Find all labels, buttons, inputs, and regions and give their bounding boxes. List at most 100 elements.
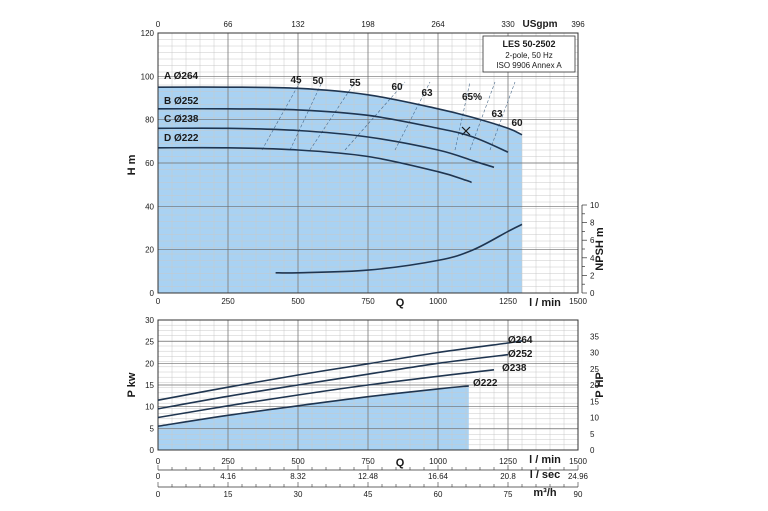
head-curve — [157, 146, 472, 184]
head-curve-label: A Ø264 — [164, 71, 199, 82]
y-tick-label: 40 — [145, 202, 154, 211]
chart-title: LES 50-2502 — [502, 39, 555, 49]
power-y-tick-label: 10 — [145, 403, 154, 412]
npsh-tick-label: 0 — [590, 289, 595, 298]
power-operating-area — [158, 385, 469, 450]
lsec-tick-label: 16.64 — [428, 472, 449, 481]
efficiency-label: 63 — [421, 88, 433, 99]
head-curve-label: B Ø252 — [164, 96, 199, 107]
chart-standard: ISO 9906 Annex A — [496, 61, 562, 70]
power-x-tick-label: 0 — [156, 457, 161, 466]
head-curve — [157, 86, 523, 136]
power-x-unit-label: l / min — [529, 454, 561, 466]
efficiency-iso-line — [454, 81, 471, 151]
power-y-tick-label: 20 — [145, 359, 154, 368]
power-hp-tick-label: 5 — [590, 430, 595, 439]
efficiency-label: 63 — [491, 109, 503, 120]
efficiency-iso-line — [289, 81, 323, 151]
y-tick-label: 80 — [145, 116, 154, 125]
power-x-tick-label: 500 — [291, 457, 305, 466]
efficiency-iso-line — [394, 81, 431, 151]
hp-axis-label: P HP — [594, 372, 606, 397]
m3h-tick-label: 90 — [574, 490, 583, 499]
power-curve — [157, 353, 509, 410]
efficiency-label: 60 — [511, 118, 523, 129]
power-y-tick-label: 5 — [150, 424, 155, 433]
x-top-tick-label: 264 — [431, 20, 445, 29]
m3h-tick-label: 30 — [294, 490, 303, 499]
npsh-tick-label: 2 — [590, 271, 595, 280]
x-tick-label: 750 — [361, 297, 375, 306]
power-y-tick-label: 0 — [150, 446, 155, 455]
head-curve — [157, 127, 495, 169]
m3h-tick-label: 15 — [224, 490, 233, 499]
power-curve — [157, 340, 523, 401]
y-tick-label: 20 — [145, 246, 154, 255]
npsh-tick-label: 8 — [590, 219, 595, 228]
lsec-tick-label: 12.48 — [358, 472, 379, 481]
power-x-tick-label: 250 — [221, 457, 235, 466]
power-curve-label: Ø222 — [473, 378, 498, 389]
y-tick-label: 100 — [141, 72, 155, 81]
m3h-tick-label: 75 — [504, 490, 513, 499]
power-hp-tick-label: 30 — [590, 349, 599, 358]
lsec-tick-label: 20.8 — [500, 472, 516, 481]
x-top-tick-label: 330 — [501, 20, 515, 29]
x-tick-label: 500 — [291, 297, 305, 306]
efficiency-label: 55 — [349, 78, 361, 89]
lsec-tick-label: 4.16 — [220, 472, 236, 481]
power-x-tick-label: 1000 — [429, 457, 447, 466]
x-top-tick-label: 66 — [224, 20, 233, 29]
power-hp-tick-label: 0 — [590, 446, 595, 455]
y-tick-label: 0 — [150, 289, 155, 298]
power-plot-frame — [157, 319, 579, 451]
power-x-axis-label: Q — [396, 457, 405, 469]
npsh-tick-label: 4 — [590, 254, 595, 263]
m3h-tick-label: 0 — [156, 490, 161, 499]
x-top-tick-label: 396 — [571, 20, 585, 29]
y-tick-label: 120 — [141, 29, 155, 38]
power-y-tick-label: 30 — [145, 316, 154, 325]
lsec-tick-label: 24.96 — [568, 472, 589, 481]
power-curve-label: Ø238 — [502, 363, 527, 374]
lsec-unit-label: l / sec — [530, 469, 561, 481]
m3h-tick-label: 45 — [364, 490, 373, 499]
head-curve — [157, 107, 509, 153]
power-hp-tick-label: 20 — [590, 381, 599, 390]
power-curve — [157, 369, 495, 419]
efficiency-iso-line — [261, 81, 301, 151]
efficiency-iso-line — [489, 81, 516, 151]
x-axis-label: Q — [396, 297, 405, 309]
x-top-tick-label: 0 — [156, 20, 161, 29]
npsh-axis-label: NPSH m — [594, 227, 606, 271]
m3h-unit-label: m³/h — [533, 487, 557, 499]
power-curve-label: Ø264 — [508, 335, 533, 346]
npsh-curve — [275, 223, 523, 274]
npsh-tick-label: 6 — [590, 236, 595, 245]
power-y-tick-label: 25 — [145, 338, 154, 347]
x-tick-label: 1250 — [499, 297, 517, 306]
head-curve-label: C Ø238 — [164, 114, 199, 125]
efficiency-label: 65% — [462, 92, 482, 103]
lsec-tick-label: 8.32 — [290, 472, 306, 481]
power-hp-tick-label: 35 — [590, 332, 599, 341]
x-tick-label: 0 — [156, 297, 161, 306]
x-unit-label: l / min — [529, 297, 561, 309]
chart-subtitle: 2-pole, 50 Hz — [505, 51, 553, 60]
efficiency-iso-line — [469, 81, 496, 151]
usgpm-unit-label: USgpm — [523, 19, 558, 30]
head-curve-label: D Ø222 — [164, 133, 199, 144]
title-box-frame — [482, 35, 576, 73]
m3h-tick-label: 60 — [434, 490, 443, 499]
lsec-tick-label: 0 — [156, 472, 161, 481]
power-hp-tick-label: 10 — [590, 414, 599, 423]
efficiency-label: 50 — [312, 76, 324, 87]
power-x-tick-label: 1500 — [569, 457, 587, 466]
efficiency-label: 60 — [391, 82, 403, 93]
x-top-tick-label: 198 — [361, 20, 375, 29]
power-x-tick-label: 750 — [361, 457, 375, 466]
x-tick-label: 250 — [221, 297, 235, 306]
power-curve-label: Ø252 — [508, 349, 533, 360]
